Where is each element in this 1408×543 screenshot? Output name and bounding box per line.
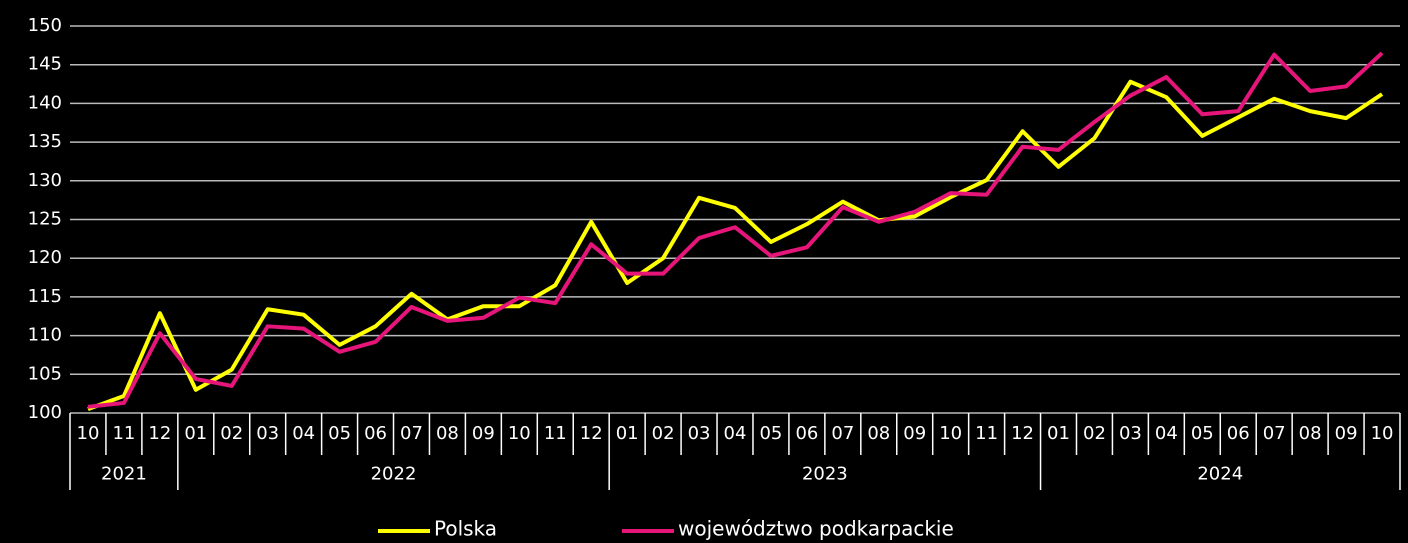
x-tick-label: 09 (472, 423, 495, 444)
x-tick-label: 02 (220, 423, 243, 444)
y-tick-label: 110 (28, 325, 62, 346)
y-tick-label: 125 (28, 209, 62, 230)
group-label: 2023 (802, 464, 848, 485)
y-tick-label: 130 (28, 170, 62, 191)
x-tick-label: 12 (580, 423, 603, 444)
x-tick-label: 05 (759, 423, 782, 444)
x-tick-label: 01 (616, 423, 639, 444)
x-tick-label: 10 (939, 423, 962, 444)
legend-label: województwo podkarpackie (678, 517, 954, 541)
x-tick-label: 11 (975, 423, 998, 444)
y-tick-label: 150 (28, 15, 62, 36)
x-tick-label: 10 (1371, 423, 1394, 444)
x-tick-label: 09 (903, 423, 926, 444)
legend-label: Polska (434, 517, 497, 541)
x-tick-label: 05 (1191, 423, 1214, 444)
y-tick-label: 135 (28, 131, 62, 152)
x-tick-label: 07 (1263, 423, 1286, 444)
y-tick-label: 145 (28, 54, 62, 75)
x-tick-label: 01 (1047, 423, 1070, 444)
x-tick-label: 05 (328, 423, 351, 444)
x-tick-label: 10 (77, 423, 100, 444)
x-tick-label: 03 (1119, 423, 1142, 444)
x-tick-label: 04 (292, 423, 315, 444)
group-label: 2022 (371, 464, 417, 485)
x-tick-label: 11 (544, 423, 567, 444)
x-tick-label: 07 (400, 423, 423, 444)
series-line (87, 79, 1384, 412)
x-tick-label: 11 (112, 423, 135, 444)
x-tick-label: 12 (1011, 423, 1034, 444)
x-tick-label: 06 (1227, 423, 1250, 444)
y-tick-label: 100 (28, 402, 62, 423)
x-tick-label: 06 (364, 423, 387, 444)
x-tick-label: 03 (688, 423, 711, 444)
x-tick-label: 06 (795, 423, 818, 444)
x-tick-label: 09 (1335, 423, 1358, 444)
x-tick-label: 08 (1299, 423, 1322, 444)
x-tick-label: 10 (508, 423, 531, 444)
x-tick-label: 04 (724, 423, 747, 444)
series-line (87, 51, 1384, 409)
x-tick-label: 08 (867, 423, 890, 444)
group-label: 2021 (101, 464, 147, 485)
x-tick-label: 12 (148, 423, 171, 444)
x-tick-label: 04 (1155, 423, 1178, 444)
y-tick-label: 115 (28, 286, 62, 307)
x-tick-label: 02 (1083, 423, 1106, 444)
y-tick-label: 140 (28, 92, 62, 113)
y-tick-label: 120 (28, 247, 62, 268)
x-tick-label: 03 (256, 423, 279, 444)
x-tick-label: 02 (652, 423, 675, 444)
x-tick-label: 08 (436, 423, 459, 444)
x-tick-label: 01 (184, 423, 207, 444)
y-tick-label: 105 (28, 363, 62, 384)
x-tick-label: 07 (831, 423, 854, 444)
group-label: 2024 (1197, 464, 1243, 485)
